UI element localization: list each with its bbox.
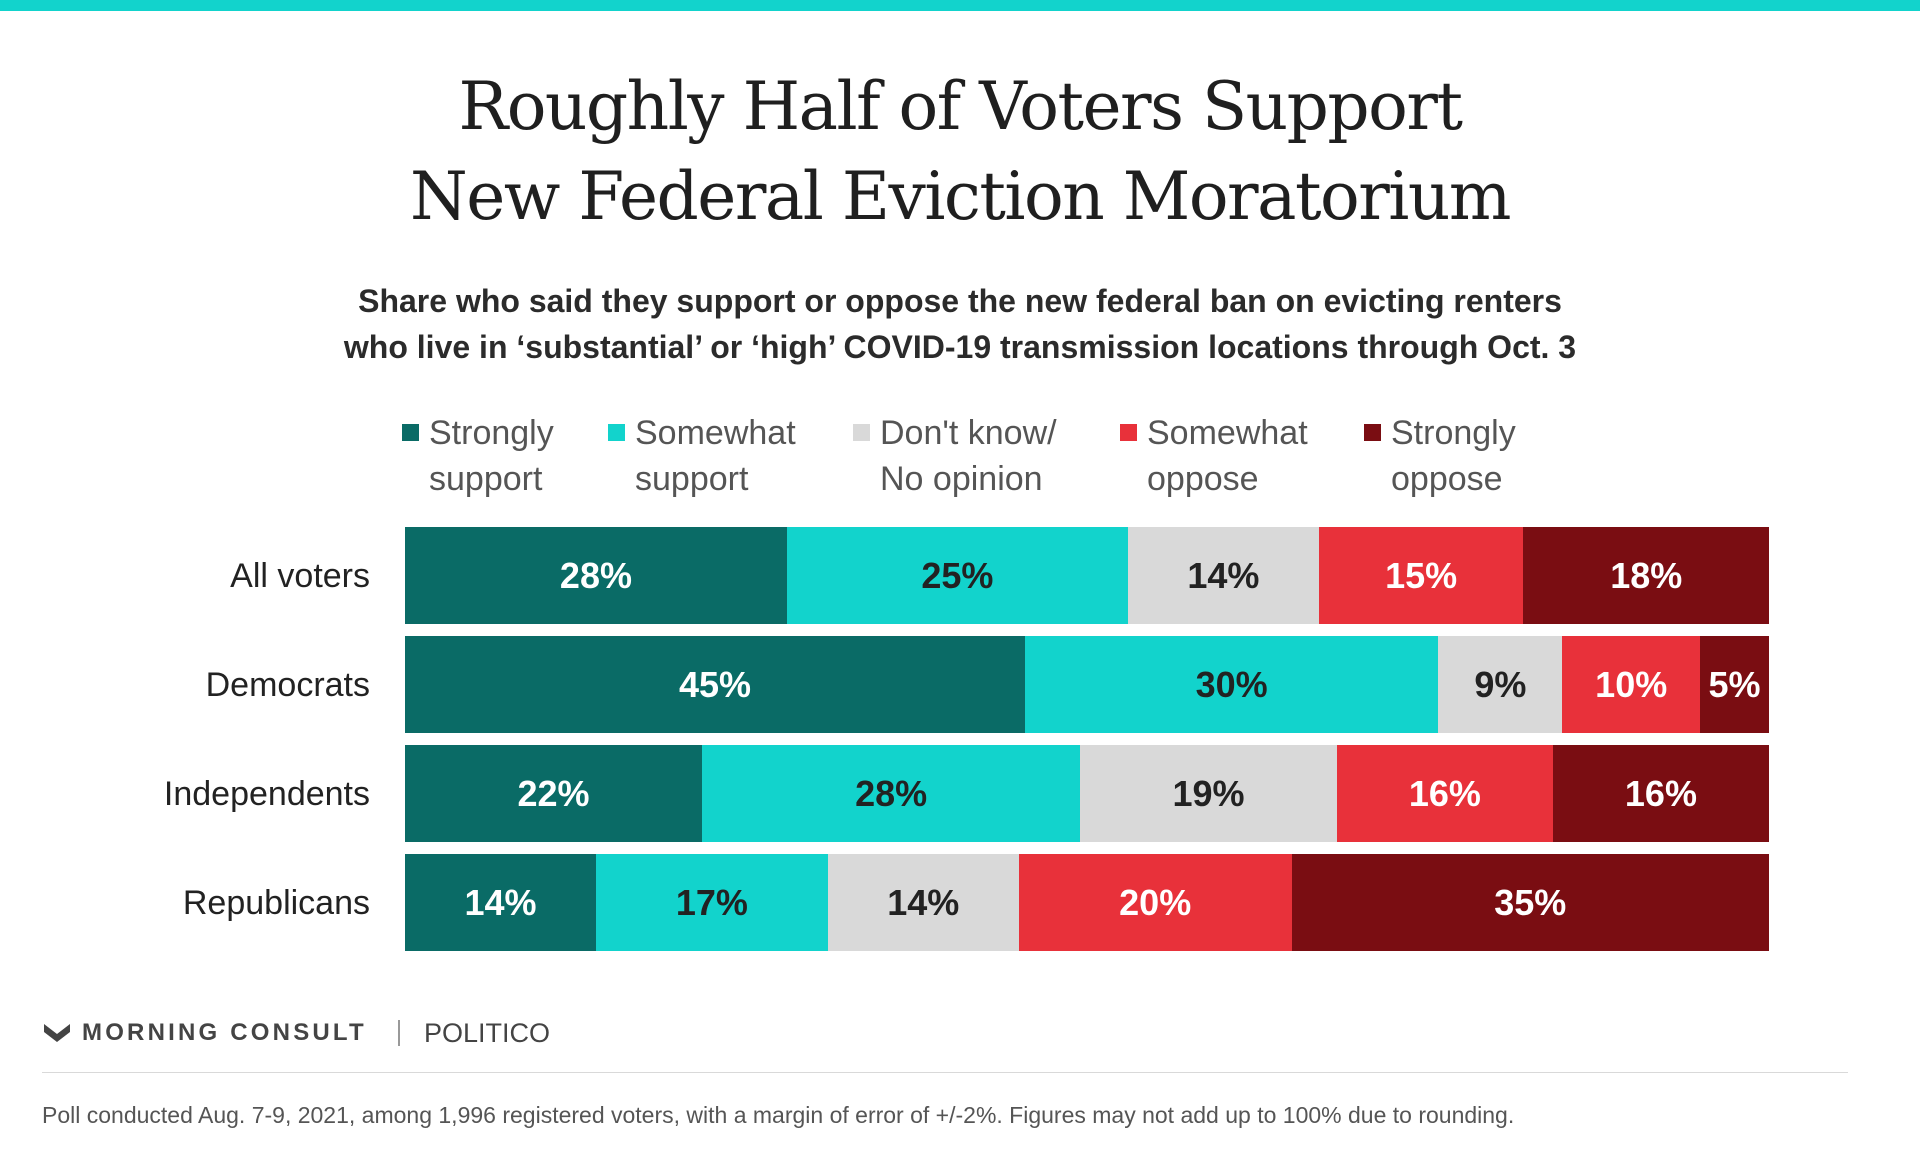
chart-subtitle-line-1: Share who said they support or oppose th… <box>358 283 1562 319</box>
bar-value-label: 28% <box>855 772 928 814</box>
bar-value-label: 22% <box>517 772 590 814</box>
bar-segment <box>786 527 1128 624</box>
bar-segment <box>1523 527 1769 624</box>
legend-label: Strongly oppose <box>1391 414 1516 498</box>
bar-value-label: 35% <box>1494 881 1567 923</box>
bar-value-label: 9% <box>1474 663 1527 705</box>
bar-segment <box>1127 527 1319 624</box>
bar-segment <box>1562 636 1701 733</box>
bar-segment <box>1291 854 1769 951</box>
bar-value-label: 25% <box>921 554 994 596</box>
row-label: Democrats <box>205 665 370 704</box>
chart-title-line-2: New Federal Eviction Moratorium <box>410 158 1511 235</box>
bar-value-label: 15% <box>1385 554 1458 596</box>
bar-segment <box>1025 636 1439 733</box>
bar-value-label: 20% <box>1119 881 1192 923</box>
mc-chevron-icon <box>44 1024 70 1042</box>
bar-segment <box>827 854 1019 951</box>
bar-value-label: 10% <box>1595 663 1668 705</box>
bar-value-label: 5% <box>1708 663 1761 705</box>
bar-segment <box>405 745 703 842</box>
bar-segment <box>405 854 596 951</box>
bar-value-label: 16% <box>1408 772 1481 814</box>
top-accent-band <box>0 0 1920 11</box>
bar-segment <box>1336 745 1553 842</box>
chart-title: Roughly Half of Voters Support New Feder… <box>0 62 1920 242</box>
legend-swatch <box>853 424 870 441</box>
legend-label: Don't know/No opinion <box>880 414 1057 498</box>
bar-segment <box>1438 636 1563 733</box>
bar-segment <box>1700 636 1769 733</box>
chart-subtitle: Share who said they support or oppose th… <box>0 278 1920 370</box>
legend-swatch <box>1120 424 1137 441</box>
bar-segment <box>1552 745 1769 842</box>
footer-divider <box>42 1072 1848 1073</box>
row-label: Independents <box>163 774 370 813</box>
chart-subtitle-line-2: who live in ‘substantial’ or ‘high’ COVI… <box>343 329 1577 365</box>
bar-segment <box>405 527 787 624</box>
bar-segment <box>405 636 1025 733</box>
legend-swatch <box>608 424 625 441</box>
bar-value-label: 14% <box>1187 554 1260 596</box>
bar-value-label: 18% <box>1610 554 1683 596</box>
row-label: All voters <box>230 556 370 595</box>
footnote: Poll conducted Aug. 7-9, 2021, among 1,9… <box>42 1102 1515 1128</box>
legend-swatch <box>402 424 419 441</box>
bar-value-label: 30% <box>1195 663 1268 705</box>
row-label: Republicans <box>182 883 370 922</box>
bar-segment <box>1018 854 1292 951</box>
bar-value-label: 45% <box>678 663 752 705</box>
bar-segment <box>595 854 828 951</box>
morning-consult-logo: MORNING CONSULT <box>82 1019 367 1046</box>
bar-value-label: 17% <box>675 881 748 923</box>
legend-label: Strongly support <box>429 414 554 498</box>
bar-value-label: 19% <box>1172 772 1245 814</box>
bar-value-label: 16% <box>1624 772 1697 814</box>
bar-segment <box>702 745 1081 842</box>
legend-label: Somewhat support <box>635 414 796 498</box>
legend-swatch <box>1364 424 1381 441</box>
bar-value-label: 28% <box>559 554 632 596</box>
legend-label: Somewhat oppose <box>1147 414 1308 498</box>
chart-title-line-1: Roughly Half of Voters Support <box>458 68 1463 145</box>
bar-value-label: 14% <box>464 881 537 923</box>
bar-segment <box>1080 745 1337 842</box>
politico-logo: POLITICO <box>424 1018 551 1048</box>
brand-separator <box>398 1020 400 1046</box>
bar-segment <box>1318 527 1524 624</box>
bar-value-label: 14% <box>887 881 960 923</box>
chart-legend: Strongly support Somewhat support Don't know… <box>0 410 1920 510</box>
